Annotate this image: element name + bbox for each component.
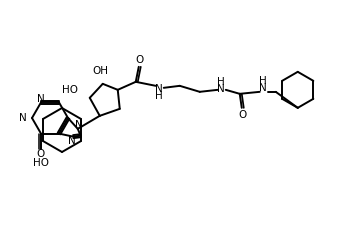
Text: N: N [259,83,267,93]
Text: N: N [75,120,83,130]
Text: H: H [259,76,267,86]
Text: N: N [37,94,45,104]
Text: N: N [217,84,225,94]
Text: N: N [68,136,76,146]
Text: HO: HO [33,158,49,168]
Text: H: H [155,91,163,101]
Text: N: N [19,113,27,123]
Text: OH: OH [93,66,109,76]
Text: H: H [217,77,225,87]
Text: O: O [37,148,45,159]
Text: O: O [239,110,247,120]
Text: O: O [136,55,144,65]
Text: HO: HO [62,85,78,95]
Text: N: N [155,84,163,94]
